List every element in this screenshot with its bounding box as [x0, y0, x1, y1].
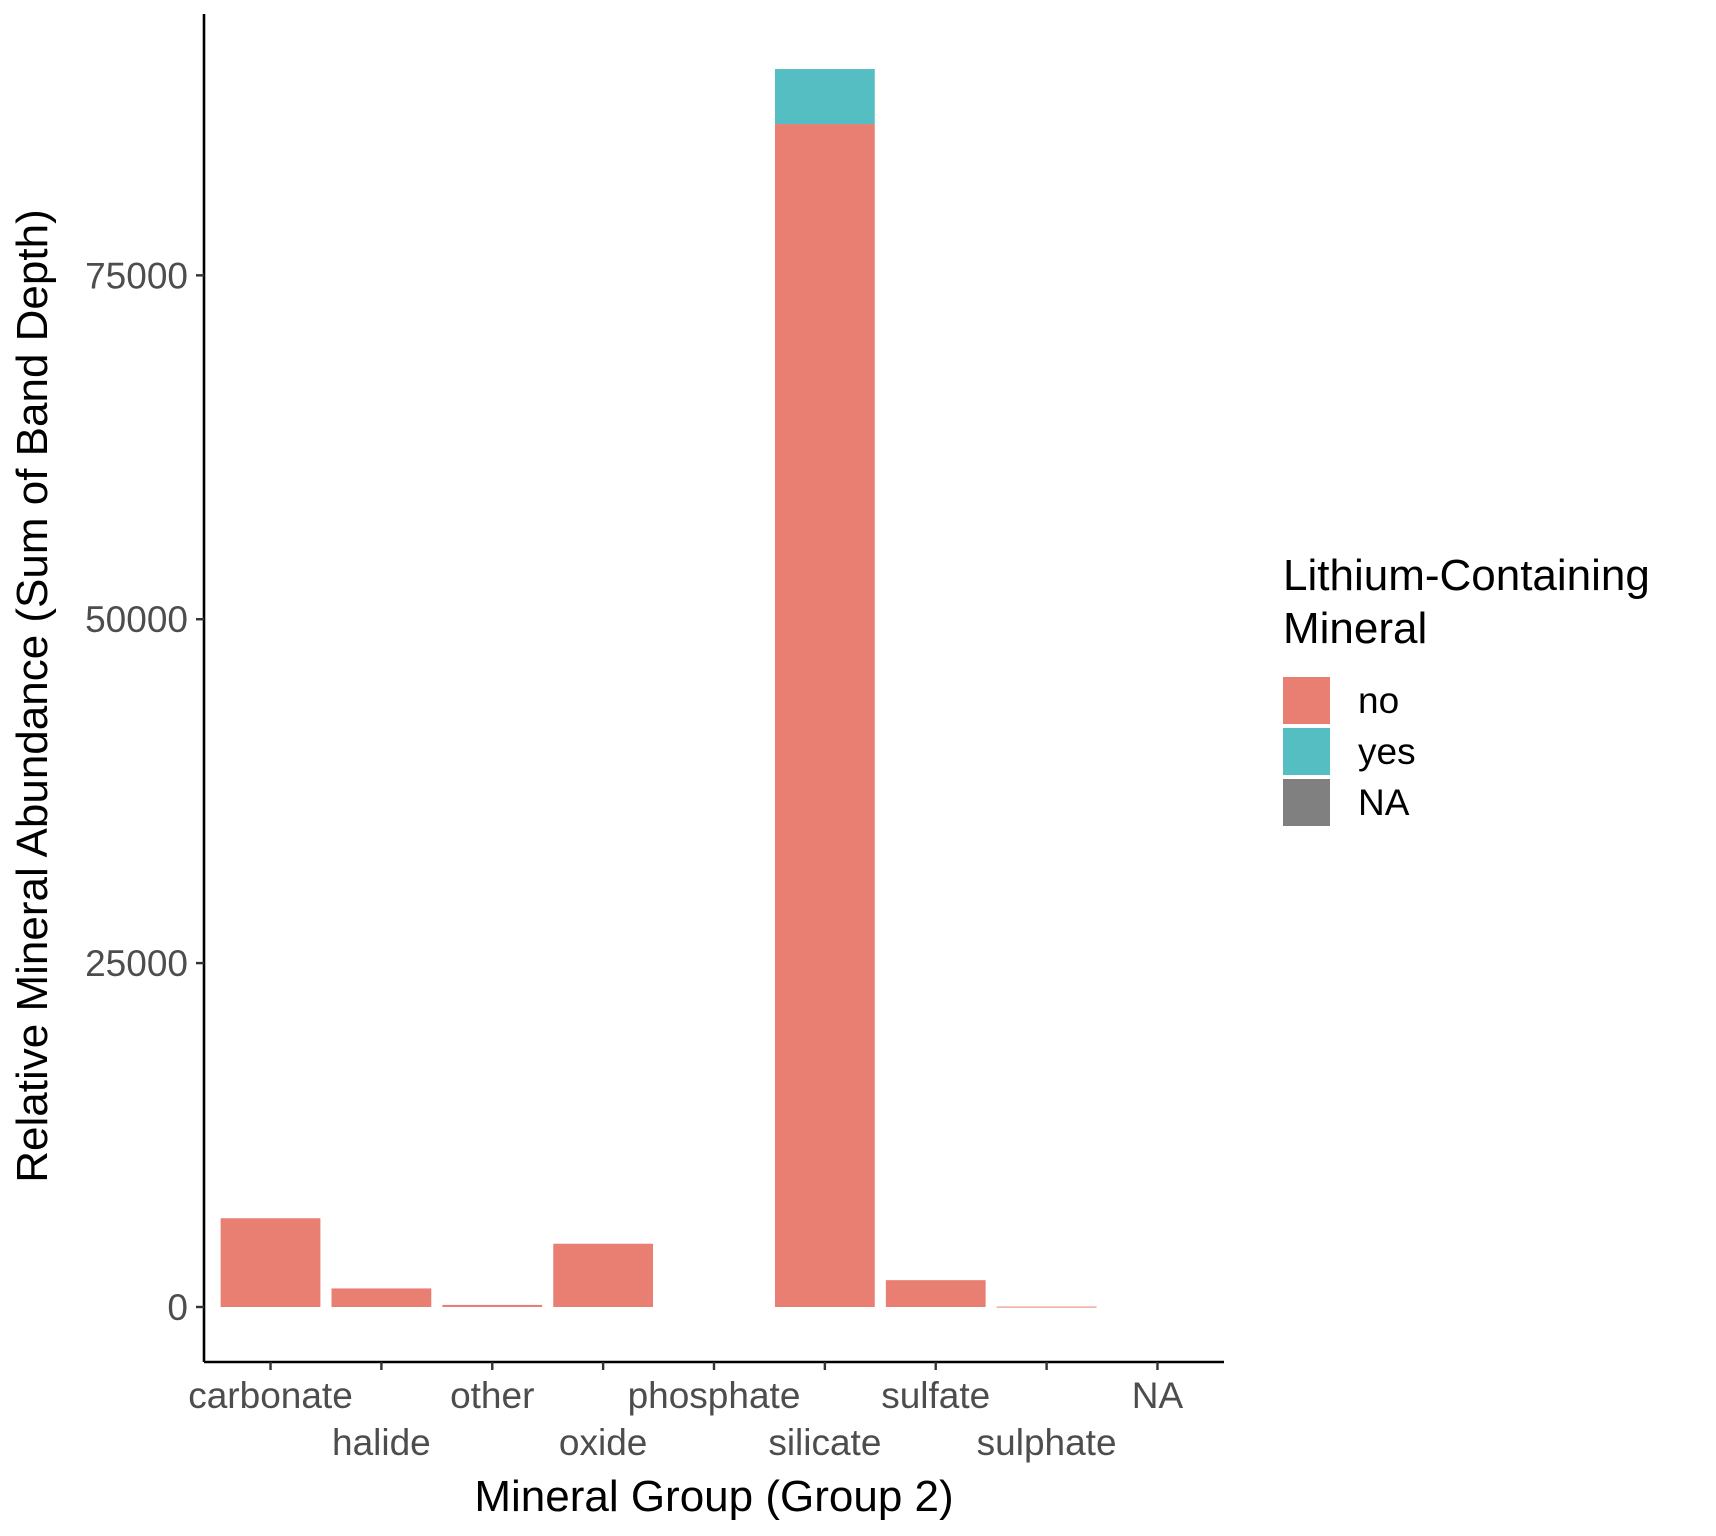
- x-tick-label: oxide: [559, 1422, 647, 1463]
- bar-sulfate-no: [885, 1280, 986, 1307]
- legend-key-NA: [1283, 779, 1330, 826]
- y-tick-label: 0: [167, 1287, 188, 1328]
- legend-key-yes: [1283, 728, 1330, 775]
- x-tick-label: NA: [1132, 1375, 1184, 1416]
- x-axis-title: Mineral Group (Group 2): [474, 1472, 953, 1521]
- legend-key-no: [1283, 677, 1330, 724]
- legend-title-line-1: Lithium-Containing: [1283, 551, 1650, 600]
- legend-label-yes: yes: [1358, 731, 1416, 772]
- y-tick-label: 25000: [85, 943, 188, 984]
- bar-other-no: [442, 1304, 543, 1307]
- bar-silicate-yes: [774, 69, 875, 125]
- x-tick-label: sulfate: [881, 1375, 990, 1416]
- bar-sulphate-no: [996, 1306, 1097, 1308]
- legend-label-no: no: [1358, 680, 1399, 721]
- x-tick-label: phosphate: [628, 1375, 801, 1416]
- x-tick-label: carbonate: [188, 1375, 353, 1416]
- bar-halide-no: [331, 1288, 432, 1307]
- y-axis-title: Relative Mineral Abundance (Sum of Band …: [8, 209, 57, 1182]
- x-tick-label: silicate: [768, 1422, 881, 1463]
- bar-silicate-no: [774, 124, 875, 1307]
- x-tick-label: other: [450, 1375, 534, 1416]
- bar-carbonate-no: [220, 1218, 321, 1307]
- legend-label-NA: NA: [1358, 782, 1410, 823]
- bar-oxide-no: [553, 1243, 654, 1307]
- x-tick-label: sulphate: [977, 1422, 1117, 1463]
- y-tick-label: 50000: [85, 599, 188, 640]
- y-tick-label: 75000: [85, 255, 188, 296]
- legend-title-line-2: Mineral: [1283, 604, 1427, 653]
- x-tick-label: halide: [332, 1422, 431, 1463]
